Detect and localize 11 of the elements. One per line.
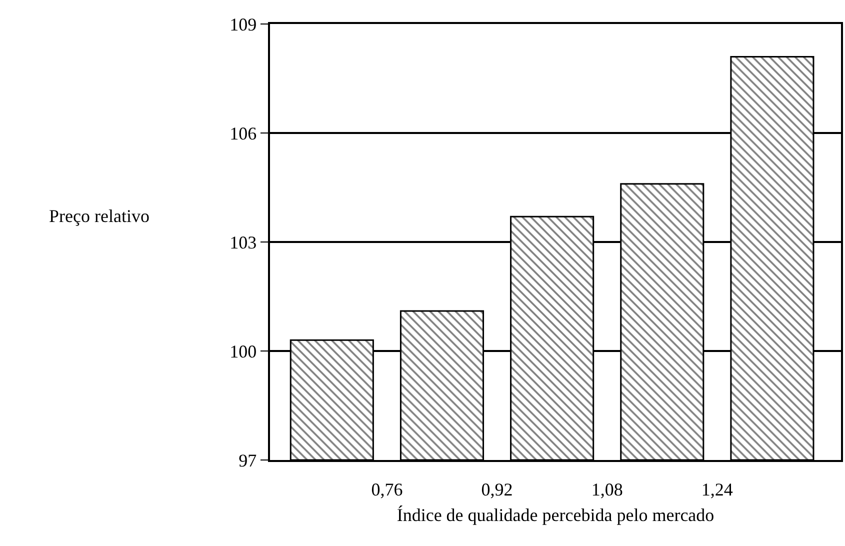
y-tick-label: 97 [238,450,257,470]
y-tick-label: 100 [230,341,257,362]
y-tick-label: 106 [230,123,257,144]
x-axis-title: Índice de qualidade percebida pelo mercado [396,504,714,525]
y-tick-label: 109 [230,14,257,34]
x-tick-label: 1,08 [591,479,623,500]
x-tick-label: 0,76 [371,479,403,500]
y-tick-label: 103 [230,232,257,252]
y-axis-title: Preço relativo [49,206,150,226]
x-tick-label: 0,92 [481,479,513,500]
x-tick-label: 1,24 [701,479,733,500]
